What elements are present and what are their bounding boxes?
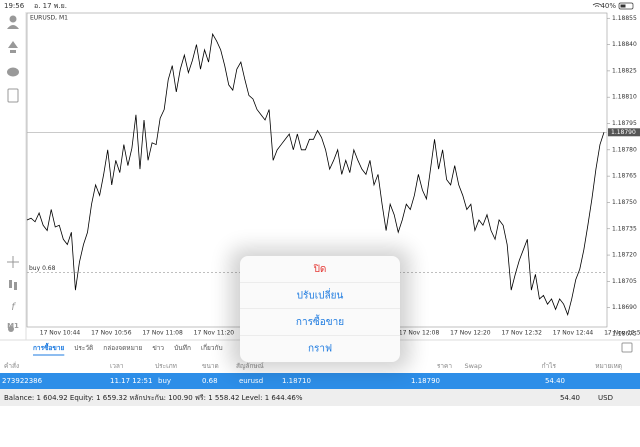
order-line-label: buy 0.68 xyxy=(29,265,56,272)
account-icon-body[interactable] xyxy=(7,25,19,29)
x-tick-label: 17 Nov 11:20 xyxy=(194,330,235,337)
chart-title: EURUSD, M1 xyxy=(30,15,68,22)
table-cell: 54.40 xyxy=(545,377,565,385)
trade-table: Balance: 1 604.92 Equity: 1 659.32 หลักป… xyxy=(0,357,640,406)
column-header: หมายเหตุ xyxy=(595,362,622,370)
battery-level xyxy=(620,4,626,8)
chat-icon[interactable] xyxy=(7,67,19,77)
table-cell: 273922386 xyxy=(2,377,43,385)
trade-icon[interactable] xyxy=(8,41,18,53)
crosshair-icon[interactable] xyxy=(7,256,19,268)
x-tick-label: 17 Nov 11:08 xyxy=(142,330,183,337)
indicator-icon[interactable] xyxy=(9,280,12,288)
column-header: คำสั่ง xyxy=(4,361,19,370)
tab[interactable]: ข่าว xyxy=(152,344,164,352)
column-header: ขนาด xyxy=(202,362,219,370)
footer-profit: 54.40 xyxy=(560,394,580,402)
menu-item[interactable]: ปรับเปลี่ยน xyxy=(297,288,344,302)
table-cell: eurusd xyxy=(239,377,263,385)
x-tick-label: 17 Nov 12:08 xyxy=(399,330,440,337)
table-cell: 0.68 xyxy=(202,377,218,385)
function-icon[interactable]: f xyxy=(11,302,16,313)
x-tick-label: 17 Nov 12:44 xyxy=(553,330,594,337)
x-tick-label: 17 Nov 12:56 xyxy=(604,330,640,337)
menu-item[interactable]: ปิด xyxy=(313,264,326,275)
y-tick-label: 1.18720 xyxy=(612,252,637,259)
column-header: ประเภท xyxy=(155,362,177,370)
doc-icon[interactable] xyxy=(7,88,19,103)
column-header: ราคา xyxy=(437,362,452,370)
y-tick-label: 1.18795 xyxy=(612,120,637,127)
tab[interactable]: การซื้อขาย xyxy=(33,342,64,352)
left-toolbar: f M1 xyxy=(7,15,19,354)
tab[interactable]: ประวัติ xyxy=(74,344,93,352)
tab[interactable]: เกี่ยวกับ xyxy=(201,343,223,352)
y-tick-label: 1.18825 xyxy=(612,67,637,74)
column-header: กำไร xyxy=(542,362,557,370)
x-tick-label: 17 Nov 10:56 xyxy=(91,330,132,337)
account-icon[interactable] xyxy=(9,15,17,23)
footer-bg xyxy=(0,389,640,406)
y-tick-label: 1.18840 xyxy=(612,41,637,48)
y-tick-label: 1.18855 xyxy=(612,15,637,22)
status-time: 19:56 xyxy=(4,2,25,10)
status-battery: 40% xyxy=(600,2,616,10)
y-tick-label: 1.18675 xyxy=(612,331,637,338)
status-bar: 19:56 อ. 17 พ.ย. 40% xyxy=(4,2,634,10)
y-tick-label: 1.18780 xyxy=(612,146,637,153)
price-box-label: 1.18790 xyxy=(611,129,636,136)
timeframe-button[interactable]: M1 xyxy=(7,322,19,330)
y-tick-label: 1.18765 xyxy=(612,173,637,180)
column-header: Swap xyxy=(464,362,482,370)
price-box xyxy=(608,128,640,137)
price-line-series xyxy=(26,32,605,317)
y-tick-label: 1.18810 xyxy=(612,94,637,101)
y-tick-label: 1.18705 xyxy=(612,278,637,285)
indicator-icon-2[interactable] xyxy=(14,282,17,290)
tab[interactable]: บันทึก xyxy=(174,344,191,352)
y-tick-label: 1.18690 xyxy=(612,304,637,311)
status-date: อ. 17 พ.ย. xyxy=(34,2,67,10)
table-cell: buy xyxy=(158,377,171,385)
x-tick-label: 17 Nov 12:20 xyxy=(450,330,491,337)
objects-icon[interactable] xyxy=(8,326,14,332)
battery-icon xyxy=(618,2,634,10)
expand-icon[interactable] xyxy=(621,342,633,353)
table-cell: 1.18790 xyxy=(411,377,440,385)
footer-currency: USD xyxy=(598,394,613,402)
wifi-icon xyxy=(592,3,602,7)
x-tick-label: 17 Nov 10:44 xyxy=(40,330,81,337)
footer-summary: Balance: 1 604.92 Equity: 1 659.32 หลักป… xyxy=(4,394,303,402)
column-header: เวลา xyxy=(110,362,124,370)
table-row-bg[interactable] xyxy=(0,373,640,389)
menu-item[interactable]: การซื้อขาย xyxy=(296,314,344,328)
y-tick-label: 1.18750 xyxy=(612,199,637,206)
table-cell: 1.18710 xyxy=(282,377,311,385)
y-tick-label: 1.18735 xyxy=(612,225,637,232)
menu-item[interactable]: กราฟ xyxy=(308,344,332,355)
x-tick-label: 17 Nov 12:32 xyxy=(501,330,542,337)
tab[interactable]: กล่องจดหมาย xyxy=(103,344,142,352)
table-cell: 11.17 12:51 xyxy=(110,377,152,385)
